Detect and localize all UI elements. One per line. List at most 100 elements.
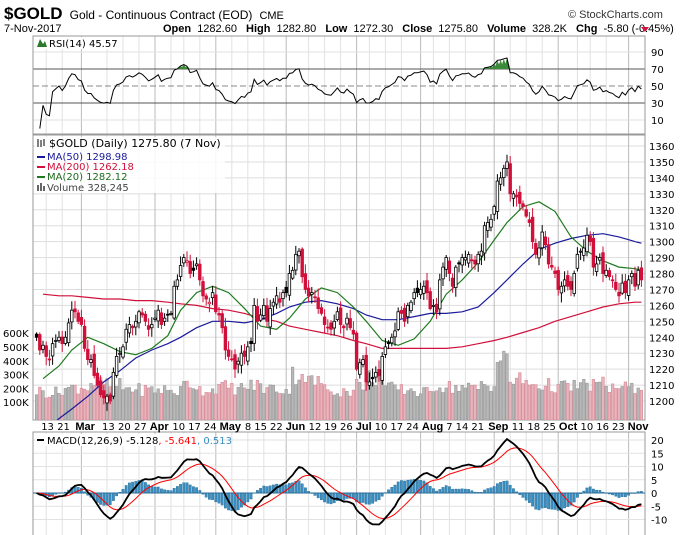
volume-tick-label: 400K <box>3 357 29 368</box>
candle <box>316 288 320 314</box>
volume-bar <box>159 393 164 420</box>
candle-body <box>569 281 573 290</box>
candle <box>569 276 573 297</box>
candle-body <box>89 359 93 363</box>
candle-body <box>505 161 509 169</box>
volume-bar <box>482 384 487 420</box>
volume-bar <box>92 385 96 420</box>
candle <box>351 321 356 340</box>
volume-bar <box>425 386 429 420</box>
macd-histogram-bar <box>428 486 432 494</box>
volume-bar <box>614 388 618 420</box>
candle <box>47 349 52 367</box>
candle <box>450 273 455 293</box>
candle <box>300 247 304 284</box>
macd-histogram-bar <box>438 489 442 494</box>
macd-histogram-bar <box>368 492 371 505</box>
volume-bar <box>316 376 320 420</box>
candle-body <box>105 395 109 404</box>
macd-signal-value: , -5.641 <box>158 436 197 447</box>
candle <box>230 350 234 362</box>
candle-body <box>249 341 253 345</box>
candle-body <box>466 253 471 264</box>
macd-histogram-bar <box>156 486 160 494</box>
candle-body <box>41 344 45 350</box>
volume-bar <box>463 387 468 420</box>
macd-tick-label: 15 <box>651 449 664 460</box>
macd-histogram-bar <box>499 482 502 494</box>
volume-bar <box>41 390 45 420</box>
macd-histogram-bar <box>371 492 374 504</box>
candle-body <box>361 359 365 365</box>
candle-body <box>601 252 605 274</box>
candle-body <box>223 326 228 351</box>
volume-bar <box>313 384 317 420</box>
candle <box>70 301 74 330</box>
candle <box>332 314 336 336</box>
candle-body <box>441 266 445 280</box>
candle <box>380 352 384 385</box>
candle <box>290 266 295 280</box>
macd-tick-label: 10 <box>651 463 664 474</box>
candle-body <box>66 322 71 344</box>
candle <box>297 248 301 264</box>
candle-body <box>166 313 170 316</box>
candle-body <box>313 296 317 299</box>
candle <box>249 337 253 352</box>
candle <box>390 333 394 347</box>
candle-body <box>614 281 618 290</box>
candle <box>98 375 103 398</box>
volume-bar <box>585 382 589 420</box>
volume-bar <box>604 386 608 420</box>
volume-bar <box>361 389 365 420</box>
macd-histogram-bar <box>364 492 368 505</box>
candle-body <box>258 314 263 321</box>
candle <box>492 204 496 221</box>
candle-body <box>338 307 343 325</box>
x-tick-label: Jun <box>286 421 306 433</box>
volume-bar <box>271 384 276 420</box>
candle-body <box>492 206 496 215</box>
macd-histogram-bar <box>486 488 490 494</box>
candle-body <box>153 317 157 320</box>
candle <box>223 317 228 360</box>
volume-bar <box>559 380 563 420</box>
candle <box>294 245 298 276</box>
x-tick-label: 27 <box>134 422 147 433</box>
candle <box>559 281 564 303</box>
candle-body <box>86 348 90 360</box>
candle-body <box>236 360 240 365</box>
volume-bar <box>623 381 627 420</box>
candle-body <box>111 371 116 397</box>
candle <box>262 298 266 320</box>
candle-body <box>124 328 128 343</box>
price-tick-label: 1260 <box>649 301 674 312</box>
candle-body <box>422 285 426 294</box>
ma200-line <box>42 293 642 349</box>
candle-body <box>60 336 64 345</box>
candle <box>210 285 215 305</box>
volume-bar <box>601 376 605 420</box>
volume-bar <box>396 389 400 420</box>
candle <box>220 310 224 334</box>
volume-bar <box>195 389 199 420</box>
candle-icon <box>37 139 45 147</box>
volume-bar <box>434 390 439 420</box>
volume-bar <box>140 396 144 420</box>
candle <box>268 299 272 335</box>
candle <box>534 238 538 259</box>
volume-bar <box>370 382 375 420</box>
candle <box>76 309 80 324</box>
volume-bar <box>281 393 285 420</box>
candle-body <box>201 281 205 297</box>
x-tick-label: 15 <box>254 422 267 433</box>
volume-bar <box>54 386 58 420</box>
volume-bar <box>470 385 474 420</box>
volume-bar <box>191 388 196 420</box>
price-tick-label: 1280 <box>649 270 674 281</box>
candle <box>284 280 288 298</box>
candle <box>102 385 106 405</box>
rsi-panel <box>32 35 646 135</box>
candle-body <box>514 194 519 198</box>
